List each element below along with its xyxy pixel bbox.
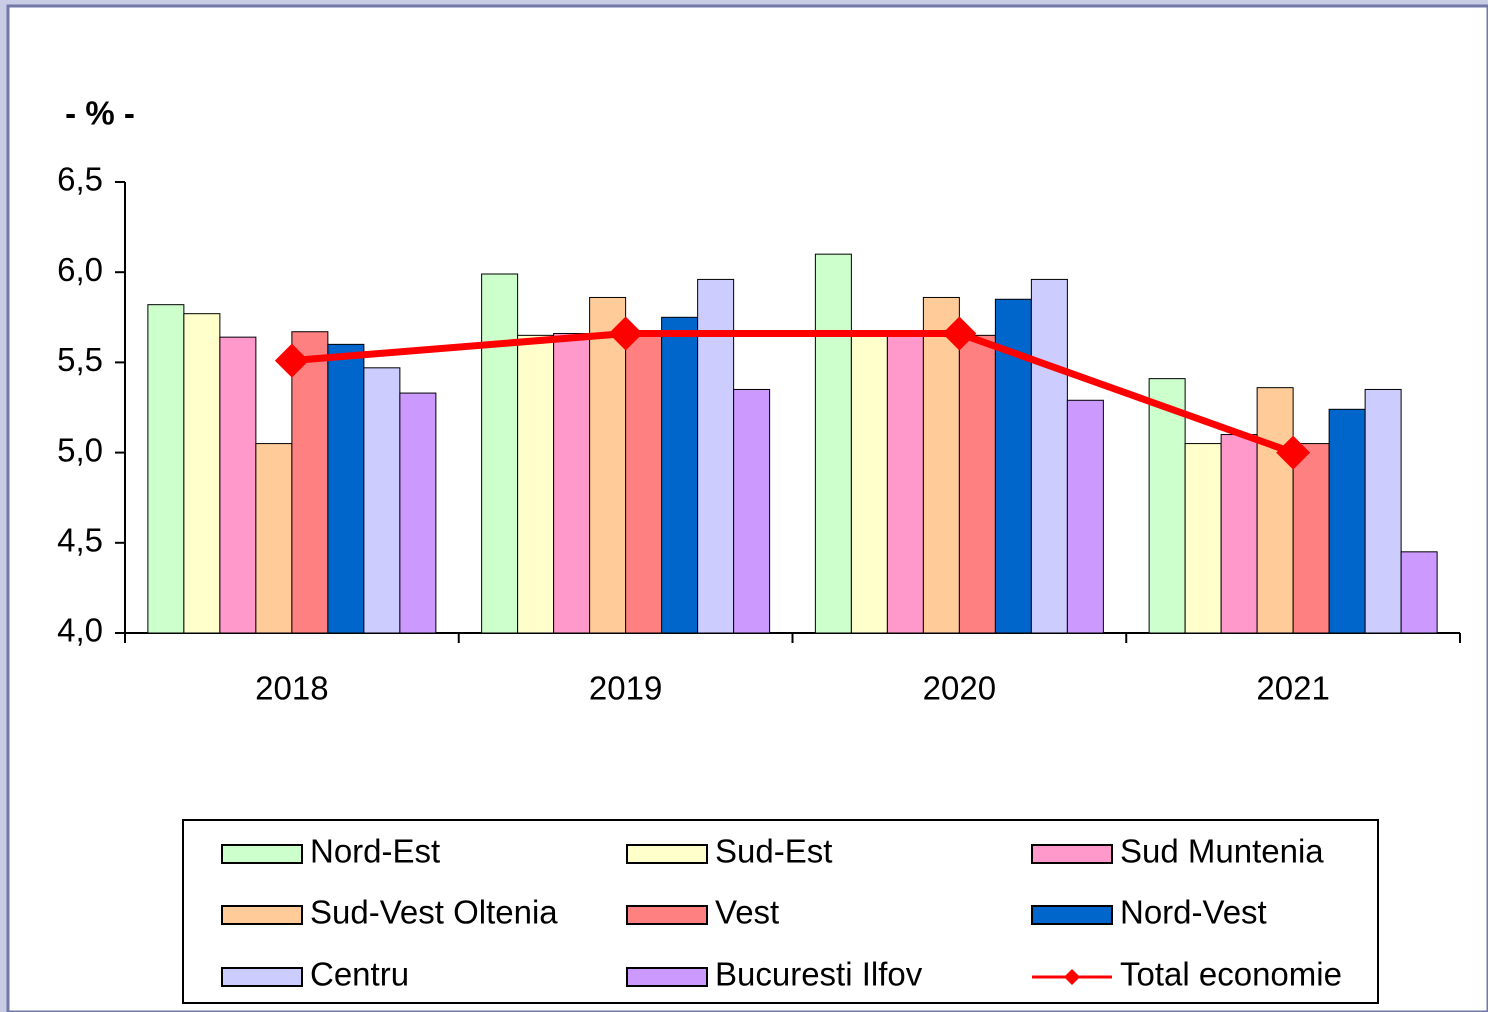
legend-swatch xyxy=(221,905,303,925)
bar xyxy=(1328,408,1366,634)
y-tick-label: 4,0 xyxy=(57,612,103,649)
legend-swatch xyxy=(221,844,303,864)
bar xyxy=(625,333,663,634)
x-tick-label: 2020 xyxy=(923,670,996,707)
bar xyxy=(814,253,852,634)
line-marker xyxy=(942,316,977,351)
bar xyxy=(850,334,888,634)
bar xyxy=(327,343,365,634)
bar xyxy=(1148,378,1186,634)
line-marker xyxy=(608,316,643,351)
bar xyxy=(922,296,960,634)
legend-swatch xyxy=(626,967,708,987)
bar xyxy=(1292,443,1330,634)
bar xyxy=(1030,278,1068,634)
legend-label: Bucuresti Ilfov xyxy=(715,956,923,993)
legend-label: Sud Muntenia xyxy=(1120,833,1324,870)
bar xyxy=(481,273,519,634)
x-tick-label: 2018 xyxy=(255,670,328,707)
bar xyxy=(517,334,555,634)
bar xyxy=(399,392,437,634)
legend-label: Nord-Est xyxy=(310,833,440,870)
bar xyxy=(363,367,401,634)
y-axis-title: - % - xyxy=(65,95,135,132)
legend-label: Sud-Vest Oltenia xyxy=(310,894,558,931)
legend-swatch xyxy=(626,905,708,925)
bar xyxy=(183,313,221,634)
x-tick-label: 2021 xyxy=(1256,670,1329,707)
bar xyxy=(958,334,996,634)
y-tick-label: 4,5 xyxy=(57,522,103,559)
bar xyxy=(219,336,257,634)
bar xyxy=(1184,443,1222,634)
legend-label: Sud-Est xyxy=(715,833,832,870)
legend-swatch xyxy=(626,844,708,864)
x-tick-label: 2019 xyxy=(589,670,662,707)
bar xyxy=(291,331,329,634)
line-series xyxy=(291,330,1295,456)
bar xyxy=(1400,551,1438,634)
y-tick-label: 5,5 xyxy=(57,341,103,378)
bar xyxy=(1066,399,1104,634)
bar xyxy=(1364,388,1402,634)
bar xyxy=(255,443,293,634)
line-marker xyxy=(274,343,309,378)
bar xyxy=(147,304,185,634)
y-tick-label: 6,5 xyxy=(57,161,103,198)
legend-swatch xyxy=(1031,844,1113,864)
bar xyxy=(589,296,627,634)
legend-label: Total economie xyxy=(1120,956,1342,993)
line-marker xyxy=(1276,435,1311,470)
legend-label: Nord-Vest xyxy=(1120,894,1267,931)
y-tick-label: 6,0 xyxy=(57,251,103,288)
bar xyxy=(553,333,591,634)
legend-marker xyxy=(1064,969,1080,985)
legend-swatch xyxy=(221,967,303,987)
bar xyxy=(661,316,699,634)
bar xyxy=(886,334,924,634)
legend xyxy=(182,819,1379,1004)
legend-label: Centru xyxy=(310,956,409,993)
bar xyxy=(733,388,771,634)
bar xyxy=(1256,387,1294,634)
legend-swatch xyxy=(1031,905,1113,925)
legend-label: Vest xyxy=(715,894,779,931)
bar xyxy=(1220,434,1258,634)
y-tick-label: 5,0 xyxy=(57,431,103,468)
